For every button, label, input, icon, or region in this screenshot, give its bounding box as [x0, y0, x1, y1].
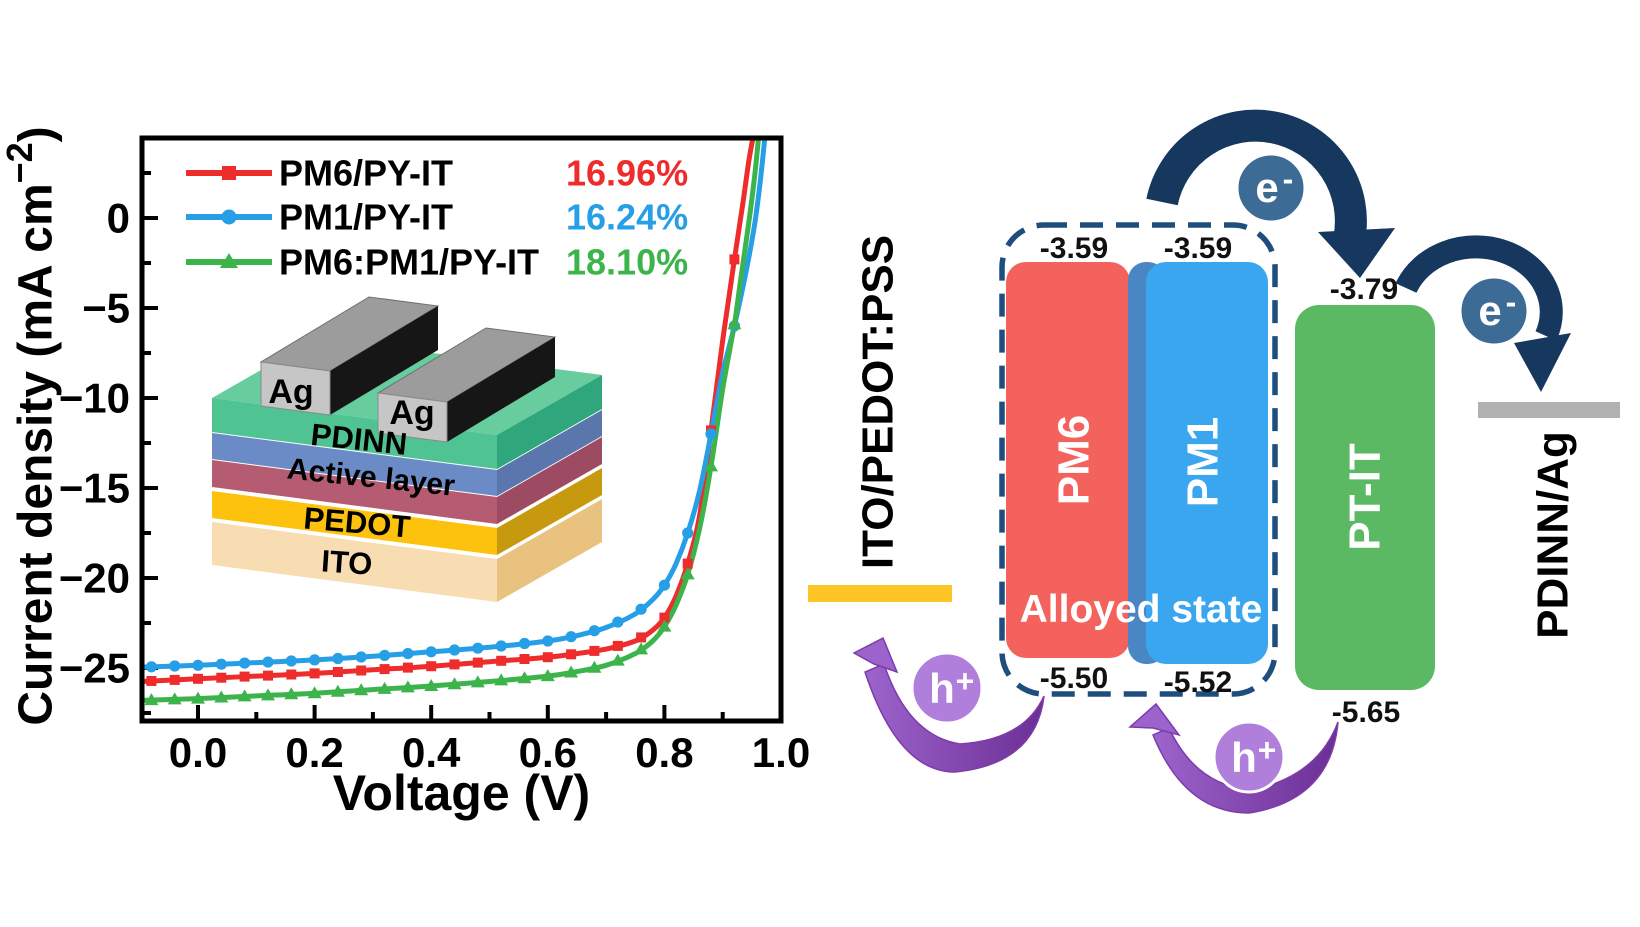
svg-text:Ag: Ag — [268, 373, 313, 411]
svg-text:ITO: ITO — [320, 543, 373, 581]
svg-text:h: h — [929, 665, 955, 712]
svg-text:0.0: 0.0 — [169, 729, 227, 776]
svg-text:PM6:PM1/PY-IT: PM6:PM1/PY-IT — [279, 242, 539, 283]
svg-text:-5.65: -5.65 — [1332, 696, 1400, 729]
svg-text:-: - — [1506, 284, 1517, 320]
svg-text:0.6: 0.6 — [519, 729, 577, 776]
svg-text:Ag: Ag — [389, 394, 434, 432]
svg-text:-3.59: -3.59 — [1164, 232, 1232, 265]
svg-text:PDINN/Ag: PDINN/Ag — [1529, 431, 1578, 639]
svg-text:h: h — [1231, 734, 1257, 781]
svg-text:0.8: 0.8 — [635, 729, 693, 776]
svg-text:-: - — [1283, 161, 1294, 197]
svg-text:Current density (mA cm−2): Current density (mA cm−2) — [0, 126, 63, 725]
svg-text:0.2: 0.2 — [285, 729, 343, 776]
svg-text:e: e — [1478, 287, 1501, 334]
svg-text:−10: −10 — [59, 375, 130, 422]
svg-text:-5.52: -5.52 — [1164, 666, 1232, 699]
svg-text:−20: −20 — [59, 555, 130, 602]
svg-text:1.0: 1.0 — [752, 729, 810, 776]
svg-text:16.24%: 16.24% — [566, 197, 688, 238]
svg-text:PM6: PM6 — [1050, 415, 1099, 505]
svg-text:18.10%: 18.10% — [566, 242, 688, 283]
svg-text:+: + — [956, 663, 975, 699]
svg-text:−15: −15 — [59, 465, 130, 512]
svg-text:PT-IT: PT-IT — [1341, 443, 1390, 551]
svg-text:16.96%: 16.96% — [566, 153, 688, 194]
svg-text:0: 0 — [107, 195, 130, 242]
svg-text:-5.50: -5.50 — [1040, 662, 1108, 695]
svg-text:ITO/PEDOT:PSS: ITO/PEDOT:PSS — [854, 235, 903, 569]
svg-text:e: e — [1255, 164, 1278, 211]
svg-text:-3.59: -3.59 — [1040, 232, 1108, 265]
svg-text:−5: −5 — [82, 285, 130, 332]
svg-text:PM6/PY-IT: PM6/PY-IT — [279, 153, 453, 194]
svg-text:Voltage (V): Voltage (V) — [333, 765, 590, 821]
svg-text:PM1: PM1 — [1179, 417, 1228, 507]
svg-text:+: + — [1258, 732, 1277, 768]
svg-text:Alloyed state: Alloyed state — [1020, 588, 1263, 631]
svg-text:0.4: 0.4 — [402, 729, 461, 776]
svg-text:PM1/PY-IT: PM1/PY-IT — [279, 197, 453, 238]
svg-text:-3.79: -3.79 — [1330, 273, 1398, 306]
svg-text:−25: −25 — [59, 645, 130, 692]
